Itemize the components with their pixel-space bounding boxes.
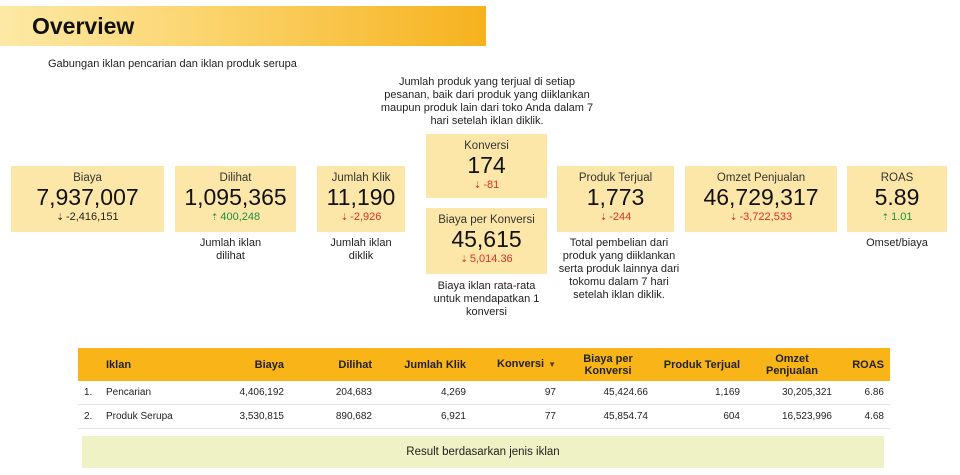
card-value: 1,095,365 bbox=[184, 184, 287, 210]
cell-produk-terjual: 604 bbox=[723, 411, 740, 422]
cell-konversi: 77 bbox=[544, 411, 556, 422]
table-header-row: Iklan Biaya Dilihat Jumlah Klik Konversi… bbox=[78, 348, 890, 381]
col-header-produk-terjual[interactable]: Produk Terjual bbox=[663, 358, 740, 371]
card-value: 7,937,007 bbox=[36, 184, 139, 210]
card-value: 174 bbox=[467, 152, 506, 178]
col-header-dilihat[interactable]: Dilihat bbox=[338, 358, 372, 371]
table-footer-note: Result berdasarkan jenis iklan bbox=[82, 436, 884, 468]
cell-iklan: Produk Serupa bbox=[106, 411, 173, 422]
card-delta: ⇡ 1.01 bbox=[881, 211, 913, 223]
card-label: Biaya per Konversi bbox=[438, 214, 535, 226]
cell-roas: 4.68 bbox=[864, 411, 884, 422]
cell-biaya-per-konversi: 45,854.74 bbox=[603, 411, 649, 422]
card-label: Biaya bbox=[73, 172, 102, 184]
cell-omzet: 30,205,321 bbox=[781, 387, 832, 398]
down-arrow-icon: ⇣ bbox=[473, 180, 482, 190]
table-row: 1. Pencarian 4,406,192 204,683 4,269 97 … bbox=[78, 381, 890, 405]
card-label: Konversi bbox=[464, 140, 509, 152]
col-header-biaya-per-konversi[interactable]: Biaya per Konversi bbox=[583, 352, 633, 377]
cell-jumlah-klik: 6,921 bbox=[440, 411, 466, 422]
card-produk-terjual: Produk Terjual 1,773 ⇣ -244 bbox=[557, 166, 674, 232]
cell-konversi: 97 bbox=[544, 387, 556, 398]
down-arrow-icon: ⇣ bbox=[729, 212, 738, 222]
card-label: Dilihat bbox=[219, 172, 252, 184]
col-header-biaya[interactable]: Biaya bbox=[254, 358, 284, 371]
card-delta: ⇡ 400,248 bbox=[210, 211, 261, 223]
card-label: ROAS bbox=[880, 172, 914, 184]
cell-biaya-per-konversi: 45,424.66 bbox=[603, 387, 649, 398]
note-produk-terjual: Total pembelian dari produk yang diiklan… bbox=[558, 237, 680, 301]
col-header-omzet-penjualan[interactable]: Omzet Penjualan bbox=[766, 352, 818, 377]
cell-roas: 6.86 bbox=[864, 387, 884, 398]
col-header-konversi[interactable]: Konversi ▼ bbox=[497, 358, 556, 370]
card-value: 5.89 bbox=[874, 184, 920, 210]
card-konversi: Konversi 174 ⇣ -81 bbox=[426, 134, 547, 198]
down-arrow-icon: ⇣ bbox=[340, 212, 349, 222]
card-value: 46,729,317 bbox=[703, 184, 819, 210]
card-biaya-per-konversi: Biaya per Konversi 45,615 ⇣ 5,014.36 bbox=[426, 208, 547, 274]
cell-iklan: Pencarian bbox=[106, 387, 152, 398]
col-header-roas[interactable]: ROAS bbox=[852, 358, 884, 371]
card-value: 1,773 bbox=[586, 184, 645, 210]
note-konversi: Jumlah produk yang terjual di setiap pes… bbox=[380, 76, 594, 127]
cell-produk-terjual: 1,169 bbox=[714, 387, 740, 398]
col-header-jumlah-klik[interactable]: Jumlah Klik bbox=[404, 358, 466, 371]
card-label: Produk Terjual bbox=[578, 172, 653, 184]
up-arrow-icon: ⇡ bbox=[210, 212, 219, 222]
col-header-iklan[interactable]: Iklan bbox=[106, 358, 132, 371]
down-arrow-icon: ⇣ bbox=[56, 212, 64, 222]
card-label: Omzet Penjualan bbox=[716, 172, 806, 184]
card-biaya: Biaya 7,937,007 ⇣ -2,416,151 bbox=[11, 166, 164, 232]
cell-dilihat: 204,683 bbox=[335, 387, 372, 398]
note-jumlah-klik: Jumlah iklan diklik bbox=[330, 237, 392, 262]
page-title: Overview bbox=[32, 13, 135, 39]
note-biaya-per-konversi: Biaya iklan rata-rata untuk mendapatkan … bbox=[433, 280, 540, 318]
cell-dilihat: 890,682 bbox=[335, 411, 372, 422]
table-row: 2. Produk Serupa 3,530,815 890,682 6,921… bbox=[78, 405, 890, 429]
card-delta: ⇣ -2,926 bbox=[340, 211, 382, 223]
up-arrow-icon: ⇡ bbox=[881, 212, 890, 222]
cell-omzet: 16,523,996 bbox=[781, 411, 832, 422]
card-delta: ⇣ -244 bbox=[599, 211, 632, 223]
cell-biaya: 3,530,815 bbox=[239, 411, 285, 422]
note-dilihat: Jumlah iklan dilihat bbox=[199, 237, 262, 262]
down-arrow-icon: ⇣ bbox=[460, 254, 468, 264]
page-subtitle: Gabungan iklan pencarian dan iklan produ… bbox=[48, 58, 297, 70]
note-roas: Omset/biaya bbox=[866, 237, 928, 249]
row-number: 1. bbox=[84, 387, 93, 398]
card-delta: ⇣ 5,014.36 bbox=[460, 253, 513, 265]
card-roas: ROAS 5.89 ⇡ 1.01 bbox=[847, 166, 947, 232]
card-value: 11,190 bbox=[326, 184, 396, 210]
cell-biaya: 4,406,192 bbox=[239, 387, 285, 398]
row-number: 2. bbox=[84, 411, 93, 422]
card-value: 45,615 bbox=[451, 226, 522, 252]
card-dilihat: Dilihat 1,095,365 ⇡ 400,248 bbox=[175, 166, 296, 232]
card-label: Jumlah Klik bbox=[331, 172, 391, 184]
card-delta: ⇣ -81 bbox=[473, 179, 500, 191]
cell-jumlah-klik: 4,269 bbox=[440, 387, 466, 398]
ad-type-table: Iklan Biaya Dilihat Jumlah Klik Konversi… bbox=[78, 348, 890, 429]
card-delta: ⇣ -2,416,151 bbox=[56, 211, 119, 223]
card-omzet-penjualan: Omzet Penjualan 46,729,317 ⇣ -3,722,533 bbox=[685, 166, 837, 232]
overview-header: Overview bbox=[0, 6, 486, 46]
card-jumlah-klik: Jumlah Klik 11,190 ⇣ -2,926 bbox=[317, 166, 405, 232]
card-delta: ⇣ -3,722,533 bbox=[729, 211, 793, 223]
down-arrow-icon: ⇣ bbox=[599, 212, 608, 222]
sort-desc-icon[interactable]: ▼ bbox=[548, 360, 556, 369]
